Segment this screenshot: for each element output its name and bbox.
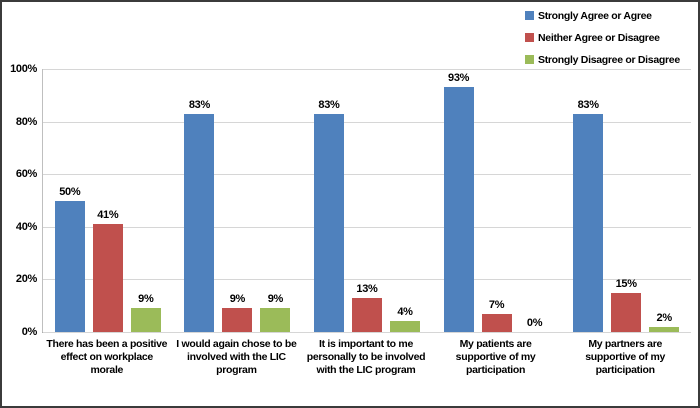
legend-marker-icon	[525, 55, 534, 64]
bar-slot: 9%	[130, 69, 161, 332]
bar	[443, 87, 474, 332]
bar-value-label: 13%	[356, 282, 378, 295]
y-tick-label: 100%	[10, 63, 37, 75]
legend-item: Strongly Agree or Agree	[525, 9, 680, 22]
category-label: My partners are supportive of my partici…	[585, 338, 666, 376]
bar-slot: 15%	[611, 69, 642, 332]
legend-marker-icon	[525, 11, 534, 20]
legend-label: Strongly Disagree or Disagree	[538, 53, 680, 66]
bar-slot: 13%	[351, 69, 382, 332]
gridline	[43, 332, 691, 333]
plot-area: 50% 41% 9% 83% 9% 9% 83% 13% 4% 93% 7% 0% 83% 15% 2%	[42, 69, 691, 333]
legend-item: Strongly Disagree or Disagree	[525, 53, 680, 66]
bar-slot: 41%	[92, 69, 123, 332]
bar-value-label: 0%	[526, 317, 543, 329]
y-tick-label: 40%	[15, 220, 37, 233]
legend-item: Neither Agree or Disagree	[525, 31, 680, 44]
bar	[222, 308, 253, 332]
bar	[313, 113, 344, 332]
bar-slot: 83%	[573, 69, 604, 332]
legend-label: Neither Agree or Disagree	[538, 31, 660, 44]
x-axis-category-labels: There has been a positive effect on work…	[42, 338, 690, 377]
bar-slot: 9%	[260, 69, 291, 332]
y-tick-label: 60%	[15, 168, 37, 181]
bar-slot: 50%	[54, 69, 85, 332]
category-label: My patients are supportive of my partici…	[455, 338, 536, 376]
bar-value-label: 9%	[229, 293, 246, 306]
bar-value-label: 41%	[97, 209, 119, 222]
y-tick-label: 20%	[15, 273, 37, 286]
legend: Strongly Agree or Agree Neither Agree or …	[525, 9, 680, 75]
gridline	[43, 121, 691, 123]
category-label: I would again chose to be involved with …	[176, 338, 297, 376]
bar-group: 83% 9% 9%	[173, 69, 303, 332]
bar-value-label: 93%	[448, 72, 470, 85]
bar-value-label: 83%	[188, 98, 210, 111]
bar-value-label: 50%	[59, 185, 81, 198]
bar	[130, 308, 161, 332]
bar-value-label: 15%	[615, 277, 637, 290]
bar-slot: 0%	[520, 69, 550, 332]
gridline	[43, 174, 691, 176]
bar-group: 50% 41% 9%	[43, 69, 173, 332]
bar	[184, 113, 215, 332]
bar-slot: 2%	[649, 69, 680, 332]
bar-value-label: 2%	[656, 311, 673, 324]
bar-group: 83% 13% 4%	[302, 69, 432, 332]
bar-value-label: 83%	[577, 98, 599, 111]
gridline	[43, 69, 691, 70]
category-label: It is important to me personally to be i…	[306, 338, 426, 376]
bar-slot: 93%	[443, 69, 474, 332]
bar-slot: 83%	[313, 69, 344, 332]
legend-label: Strongly Agree or Agree	[538, 9, 652, 22]
category-label: There has been a positive effect on work…	[46, 338, 168, 376]
y-tick-label: 0%	[21, 326, 38, 338]
bar	[649, 326, 680, 332]
bar-value-label: 4%	[397, 306, 413, 319]
bar-value-label: 9%	[267, 293, 284, 306]
bar	[260, 308, 291, 332]
bar-slot: 9%	[222, 69, 253, 332]
bar-group: 83% 15% 2%	[561, 69, 691, 332]
bar	[351, 297, 382, 332]
gridline	[43, 279, 691, 281]
bar-groups: 50% 41% 9% 83% 9% 9% 83% 13% 4% 93% 7% 0% 83% 15% 2%	[43, 69, 691, 332]
bar	[92, 224, 123, 332]
bar-value-label: 7%	[488, 298, 505, 311]
bar	[573, 113, 604, 332]
legend-marker-icon	[525, 33, 534, 42]
gridline	[43, 226, 691, 228]
bar-value-label: 83%	[318, 98, 340, 111]
bar	[611, 292, 642, 332]
bar	[481, 313, 512, 332]
bar-slot: 7%	[481, 69, 512, 332]
bar-group: 93% 7% 0%	[432, 69, 562, 332]
bar	[389, 321, 420, 332]
bar-slot: 4%	[389, 69, 420, 332]
bar-slot: 83%	[184, 69, 215, 332]
bar	[54, 200, 85, 332]
bar-value-label: 9%	[138, 293, 154, 306]
y-tick-label: 80%	[15, 115, 37, 128]
